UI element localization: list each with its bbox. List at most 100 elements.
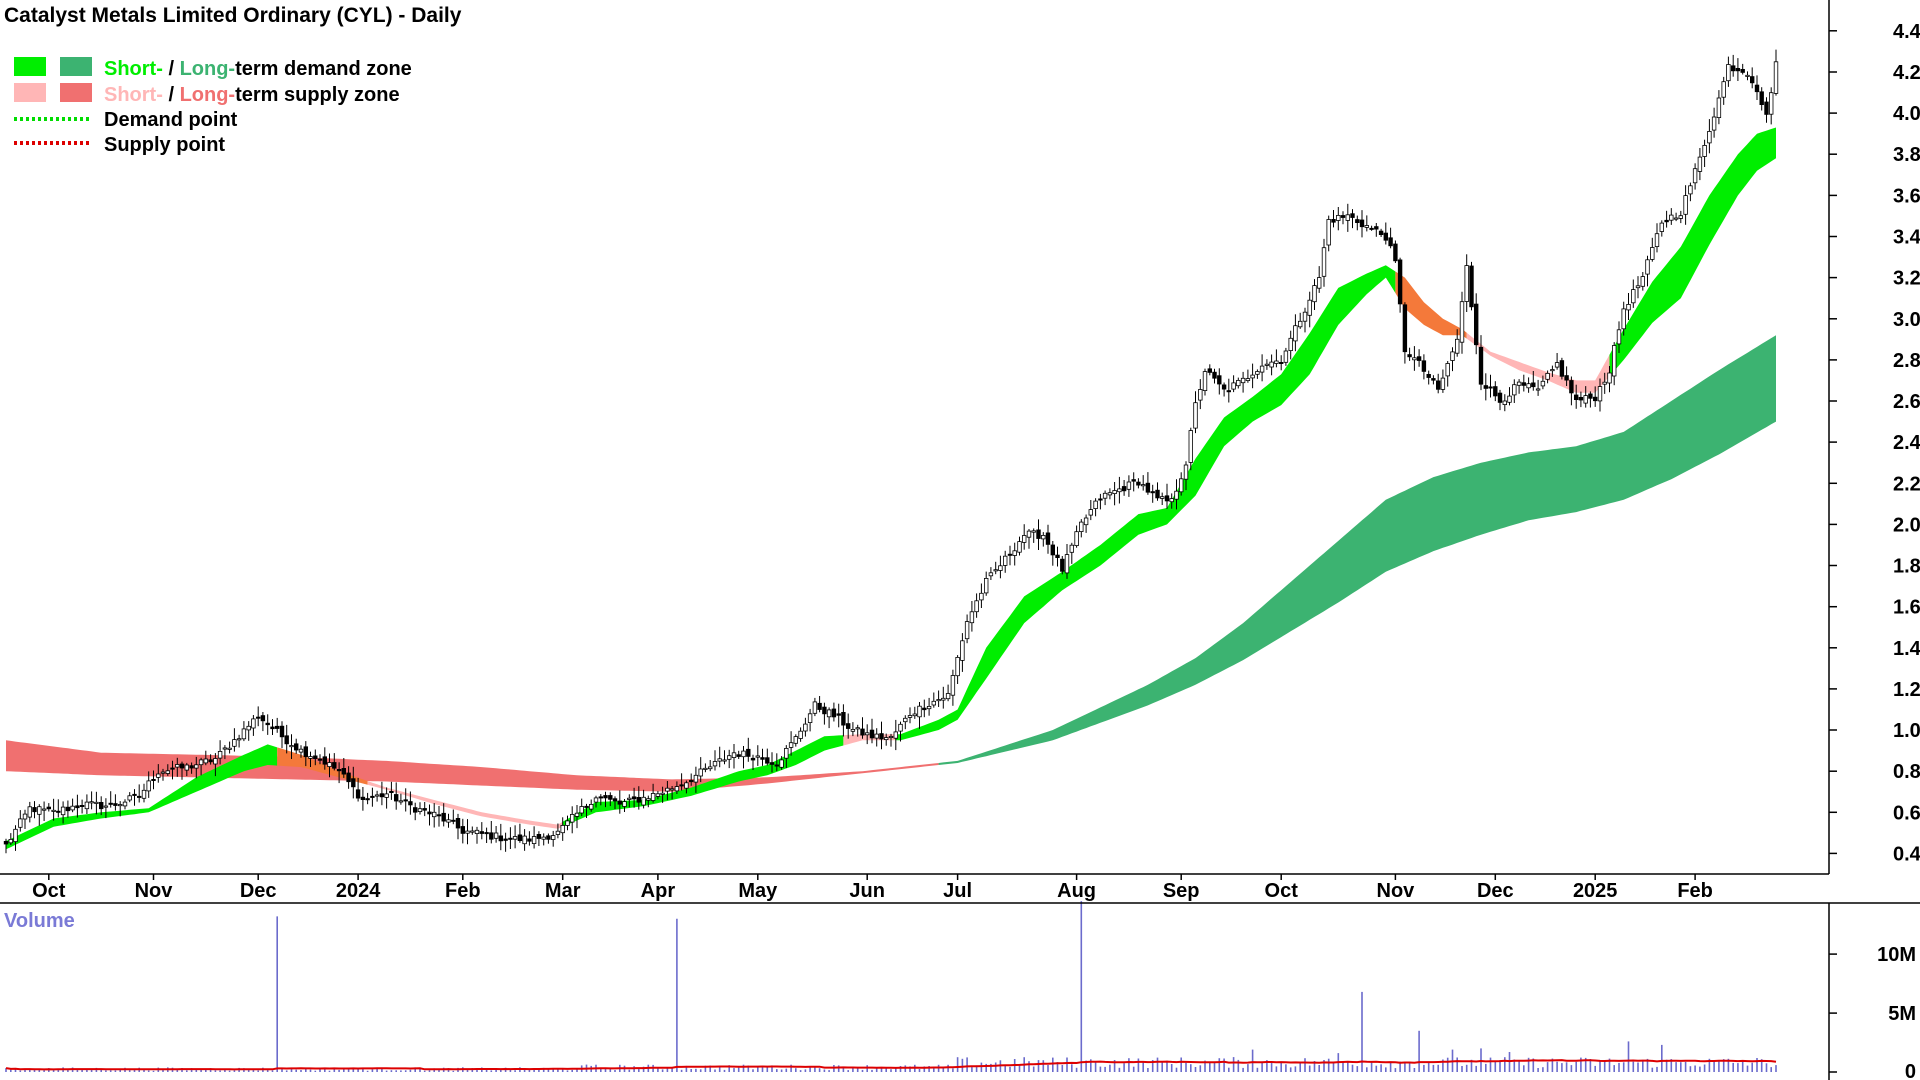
candle-body — [156, 773, 161, 778]
candle-body — [151, 779, 156, 782]
candle-body — [841, 712, 846, 726]
candle-body — [260, 715, 266, 722]
volume-tick-label: 10M — [1877, 944, 1916, 966]
candle-body — [1535, 388, 1541, 391]
candle-body — [1502, 400, 1507, 405]
candle-body — [750, 757, 756, 761]
candle-body — [1264, 363, 1270, 366]
candle-body — [474, 829, 480, 834]
candle-body — [1569, 380, 1574, 394]
candle-body — [265, 722, 270, 726]
candle-body — [903, 717, 908, 723]
candle-body — [1545, 372, 1550, 380]
candle-body — [18, 818, 23, 828]
candle-body — [365, 798, 370, 801]
candle-body — [1740, 69, 1745, 73]
candle-body — [1031, 530, 1036, 533]
candle-body — [75, 805, 80, 809]
candle-body — [308, 756, 313, 759]
candle-body — [1102, 492, 1108, 499]
candle-body — [660, 792, 665, 795]
candle-body — [1702, 144, 1707, 157]
candle-body — [217, 751, 223, 759]
candle-body — [1721, 81, 1726, 98]
candle-body — [860, 728, 865, 736]
candle-body — [293, 743, 299, 751]
candle-body — [431, 811, 437, 818]
candle-body — [313, 755, 318, 760]
candle-body — [1378, 230, 1384, 236]
candle-body — [317, 758, 323, 761]
candle-body — [1098, 498, 1103, 501]
volume-bars — [5, 901, 1777, 1072]
candle-body — [1450, 351, 1455, 361]
candle-body — [1212, 371, 1217, 379]
price-tick-label: 1.6 — [1893, 597, 1920, 619]
candle-body — [127, 795, 132, 801]
candle-body — [84, 801, 90, 810]
candle-body — [1126, 481, 1132, 490]
candle-body — [213, 758, 218, 765]
candle-body — [508, 837, 513, 840]
price-tick-label: 0.6 — [1893, 802, 1920, 824]
candle-body — [1202, 371, 1208, 392]
candle-body — [679, 784, 684, 787]
candle-body — [731, 752, 737, 758]
candle-body — [1174, 490, 1179, 500]
price-tick-label: 2.2 — [1893, 473, 1920, 495]
candle-body — [1745, 74, 1750, 77]
candle-body — [1754, 84, 1760, 93]
candle-body — [1041, 535, 1046, 540]
candle-body — [869, 729, 875, 739]
candle-body — [964, 621, 970, 640]
candle-body — [1383, 232, 1388, 241]
candle-body — [727, 755, 732, 760]
volume-axis-ticks: 10M 5M 0 — [1829, 944, 1916, 1080]
candle-body — [1631, 289, 1636, 304]
short-term-zone-segment — [1609, 127, 1776, 377]
candle-body — [655, 793, 661, 797]
candle-body — [1559, 360, 1565, 377]
candle-body — [1564, 375, 1569, 381]
candle-body — [374, 794, 380, 797]
candle-body — [565, 820, 570, 826]
candle-body — [465, 830, 470, 834]
candle-body — [807, 713, 813, 723]
candle-body — [1131, 479, 1136, 482]
candle-body — [874, 733, 879, 739]
candle-body — [760, 757, 765, 760]
candle-body — [1050, 544, 1055, 556]
candle-body — [427, 811, 432, 815]
candle-body — [669, 788, 675, 791]
candle-body — [960, 640, 965, 661]
candle-body — [1045, 532, 1051, 545]
candle-body — [498, 835, 503, 842]
candle-body — [512, 836, 518, 840]
candle-body — [1521, 382, 1526, 386]
candle-body — [1250, 374, 1255, 379]
candle-body — [332, 762, 337, 769]
candle-body — [593, 797, 599, 803]
candle-body — [1302, 311, 1308, 322]
legend-swatch-long-supply — [60, 83, 92, 102]
candle-body — [455, 818, 461, 829]
candle-body — [1340, 215, 1346, 218]
candle-body — [579, 806, 584, 814]
candle-body — [712, 761, 718, 767]
candle-body — [51, 809, 56, 812]
candle-body — [1326, 219, 1331, 246]
candle-body — [393, 794, 399, 802]
candle-body — [103, 805, 109, 808]
legend: Short- / Long-term demand zone Short- / … — [14, 57, 412, 156]
candle-body — [370, 795, 375, 798]
candle-body — [1179, 478, 1184, 493]
candle-body — [27, 806, 32, 818]
candle-body — [160, 771, 166, 774]
candle-body — [251, 718, 256, 729]
candle-body — [351, 778, 356, 788]
candle-body — [65, 806, 71, 812]
candle-body — [1412, 357, 1417, 361]
candle-body — [165, 770, 170, 774]
long-term-zone-segment — [6, 740, 939, 792]
